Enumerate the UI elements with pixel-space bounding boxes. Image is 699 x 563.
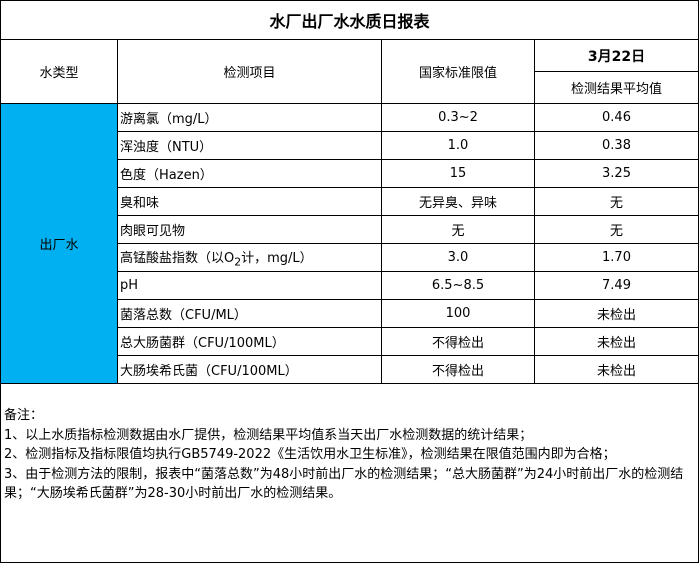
result-cell: 未检出 — [533, 299, 699, 328]
table-row: 大肠埃希氏菌（CFU/100ML） 不得检出 未检出 — [1, 355, 699, 384]
standard-cell: 不得检出 — [381, 355, 535, 384]
item-cell: 色度（Hazen） — [117, 159, 382, 188]
table-row: 臭和味 无异臭、异味无 — [1, 187, 699, 216]
water-type-cell: 出厂水 — [0, 103, 118, 384]
table-row: 出厂水 游离氯（mg/L） 0.3~2 0.46 — [0, 103, 699, 384]
item-text: 2 — [234, 255, 242, 269]
item-cell: 游离氯（mg/L） — [117, 103, 382, 132]
result-cell: 1.70 — [533, 243, 699, 272]
item-cell: pH — [117, 271, 382, 300]
item-text: 高锰酸盐指数（以O — [120, 250, 235, 266]
header-date: 3月22日 — [533, 39, 699, 72]
item-cell: 大肠埃希氏菌（CFU/100ML） — [117, 355, 382, 384]
standard-cell: 3.0 — [381, 243, 535, 272]
table-row: 色度（Hazen） 15 3.25 — [1, 159, 699, 188]
standard-cell: 不得检出 — [381, 327, 535, 356]
result-cell: 7.49 — [533, 271, 699, 300]
standard-cell: 15 — [381, 159, 535, 188]
standard-cell: 无异臭、异味 — [381, 187, 535, 216]
result-cell: 0.46 — [533, 103, 699, 132]
item-cell: 臭和味 — [117, 187, 382, 216]
header-water-type: 水类型 — [0, 39, 118, 104]
standard-cell: 1.0 — [381, 131, 535, 160]
item-text: 计，mg/L） — [241, 250, 313, 266]
table-row: 高锰酸盐指数（以O2计，mg/L） 3.0 1.70 — [1, 243, 699, 272]
result-cell: 无 — [533, 215, 699, 244]
item-cell: 总大肠菌群（CFU/100ML） — [117, 327, 382, 356]
result-cell: 3.25 — [533, 159, 699, 188]
item-cell: 菌落总数（CFU/ML） — [117, 299, 382, 328]
note-line: 3、由于检测方法的限制，报表中“菌落总数”为48小时前出厂水的检测结果；“总大肠… — [4, 466, 684, 502]
table-row: 菌落总数（CFU/ML） 100 未检出 — [1, 299, 699, 328]
result-cell: 未检出 — [533, 327, 699, 356]
notes: 备注： 1、以上水质指标检测数据由水厂提供，检测结果平均值系当天出厂水检测数据的统… — [0, 383, 699, 563]
standard-cell: 6.5~8.5 — [381, 271, 535, 300]
item-cell: 肉眼可见物 — [117, 215, 382, 244]
header-item: 检测项目 — [117, 39, 382, 104]
result-cell: 未检出 — [533, 355, 699, 384]
item-cell: 浑浊度（NTU） — [117, 131, 382, 160]
standard-cell: 0.3~2 — [381, 103, 535, 132]
report-title: 水厂出厂水水质日报表 — [0, 0, 699, 40]
header-result: 检测结果平均值 — [533, 71, 699, 104]
note-line: 1、以上水质指标检测数据由水厂提供，检测结果平均值系当天出厂水检测数据的统计结果… — [4, 427, 533, 443]
table-row: 浑浊度（NTU） 1.0 0.38 — [1, 131, 699, 160]
note-line: 2、检测指标及指标限值均执行GB5749-2022《生活饮用水卫生标准》，检测结… — [4, 447, 616, 462]
header-standard: 国家标准限值 — [381, 39, 535, 104]
item-cell: 高锰酸盐指数（以O2计，mg/L） — [117, 243, 382, 272]
table-row: 肉眼可见物无无 — [1, 215, 699, 244]
note-line: 备注： — [4, 408, 44, 423]
result-cell: 无 — [533, 187, 699, 216]
table-row: pH 6.5~8.5 7.49 — [1, 271, 699, 300]
standard-cell: 无 — [381, 215, 535, 244]
result-cell: 0.38 — [533, 131, 699, 160]
standard-cell: 100 — [381, 299, 535, 328]
